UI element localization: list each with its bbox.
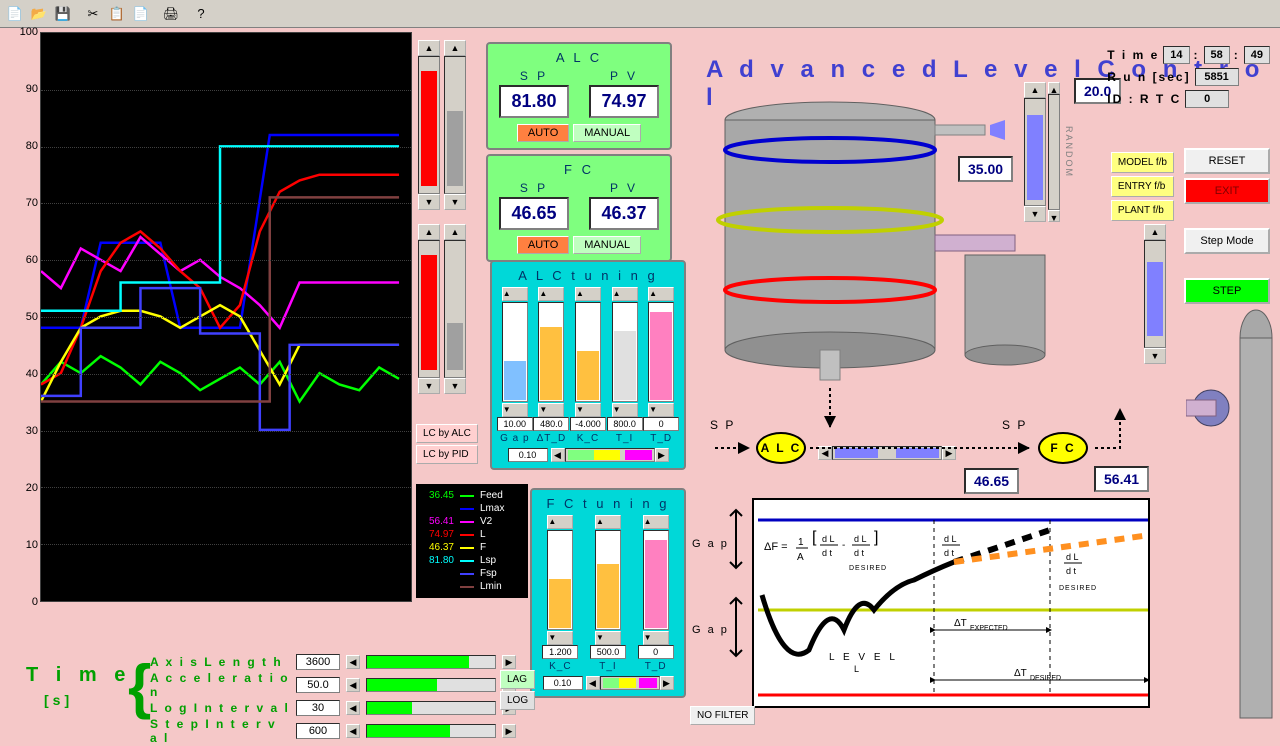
lc-by-alc-button[interactable]: LC by ALC — [416, 424, 478, 443]
svg-text:ΔT: ΔT — [954, 618, 967, 629]
svg-text:EXPECTED: EXPECTED — [970, 625, 1008, 632]
alc-pv-value: 74.97 — [589, 85, 659, 118]
paste-icon[interactable]: 📄 — [130, 3, 152, 25]
plant-fb-button[interactable]: PLANT f/b — [1111, 200, 1174, 221]
reset-button[interactable]: RESET — [1184, 148, 1270, 174]
tune-slider-ΔT_D[interactable]: ▲▼480.0ΔT_D — [536, 287, 566, 444]
vslider-2a[interactable]: ▲▼ — [418, 224, 440, 394]
alc-panel: A L C S P81.80 P V74.97 AUTO MANUAL — [486, 42, 672, 150]
fc-tuning-panel: F C t u n i n g ▲▼1.200K_C▲▼500.0T_I▲▼0T… — [530, 488, 686, 698]
run-seconds: 5851 — [1195, 68, 1239, 86]
time-hour: 14 — [1163, 46, 1189, 64]
print-icon[interactable]: 🖨 — [160, 3, 182, 25]
svg-text:ΔF =: ΔF = — [764, 541, 788, 553]
alc-manual-button[interactable]: MANUAL — [573, 124, 641, 142]
toolbar: 📄 📂 💾 ✂ 📋 📄 🖨 ? — [0, 0, 1280, 28]
step-button[interactable]: STEP — [1184, 278, 1270, 304]
fc-title: F C — [494, 162, 664, 177]
exit-button[interactable]: EXIT — [1184, 178, 1270, 204]
fc-pv-value: 46.37 — [589, 197, 659, 230]
v2-value: 56.41 — [1094, 466, 1149, 492]
tank-vslider-3[interactable]: ▲▼ — [1144, 224, 1166, 364]
fc-tune-hslider[interactable]: ◀▶ — [586, 676, 674, 690]
fc-sp-value: 46.65 — [499, 197, 569, 230]
cut-icon[interactable]: ✂ — [82, 3, 104, 25]
fc-node: F C — [1038, 432, 1088, 464]
lc-by-pid-button[interactable]: LC by PID — [416, 445, 478, 464]
step-mode-button[interactable]: Step Mode — [1184, 228, 1270, 254]
vslider-1b[interactable]: ▲▼ — [444, 40, 466, 210]
svg-text:ΔT: ΔT — [1014, 668, 1027, 679]
alc-sp-value: 81.80 — [499, 85, 569, 118]
node-hslider[interactable]: ◀▶ — [818, 446, 956, 460]
svg-text:DESIRED: DESIRED — [1030, 675, 1061, 682]
svg-text:d t: d t — [1066, 566, 1077, 576]
formula-graph: ΔF = 1 A [ d L d t - d L d t ] DESIRED d L d… — [752, 498, 1150, 708]
svg-text:d L: d L — [944, 534, 957, 544]
alc-tuning-panel: A L C t u n i n g ▲▼10.00G a p▲▼480.0ΔT_… — [490, 260, 686, 470]
tune-slider-G a p[interactable]: ▲▼10.00G a p — [500, 287, 530, 444]
svg-text:d L: d L — [1066, 552, 1079, 562]
svg-text:DESIRED: DESIRED — [849, 565, 887, 572]
alc-auto-button[interactable]: AUTO — [517, 124, 569, 142]
alc-title: A L C — [494, 50, 664, 65]
tune-slider-K_C[interactable]: ▲▼-4.000K_C — [573, 287, 603, 444]
tank-diagram — [700, 100, 1060, 390]
open-icon[interactable]: 📂 — [28, 3, 50, 25]
time-sec: 49 — [1244, 46, 1270, 64]
tank-vslider-2[interactable]: ▲▼ — [1048, 82, 1060, 222]
fc-auto-button[interactable]: AUTO — [517, 236, 569, 254]
log-button[interactable]: LOG — [500, 691, 535, 710]
help-icon[interactable]: ? — [190, 3, 212, 25]
alc-node: A L C — [756, 432, 806, 464]
tune-slider-T_D[interactable]: ▲▼0T_D — [646, 287, 676, 444]
svg-text:DESIRED: DESIRED — [1059, 585, 1097, 592]
tune-slider-T_I[interactable]: ▲▼800.0T_I — [610, 287, 640, 444]
svg-text:L E V E L: L E V E L — [829, 652, 898, 663]
svg-text:-: - — [842, 540, 845, 551]
tune-slider-K_C[interactable]: ▲▼1.200K_C — [545, 515, 575, 672]
svg-text:d L: d L — [854, 534, 867, 544]
status-area: T i m e 14: 58: 49 R u n [sec]5851 ID : … — [1107, 46, 1270, 112]
alc-output-value: 46.65 — [964, 468, 1019, 494]
svg-text:]: ] — [874, 529, 878, 546]
save-icon[interactable]: 💾 — [52, 3, 74, 25]
entry-fb-button[interactable]: ENTRY f/b — [1111, 176, 1174, 197]
fb-button-group: MODEL f/b ENTRY f/b PLANT f/b — [1111, 152, 1174, 221]
fc-panel: F C S P46.65 P V46.37 AUTO MANUAL — [486, 154, 672, 262]
tank-side-value: 35.00 — [958, 156, 1013, 182]
chart-legend: 36.45FeedLmax56.41V274.97L46.37F81.80Lsp… — [416, 484, 528, 598]
id-value: 0 — [1185, 90, 1229, 108]
trend-chart: 1009080706050403020100 — [4, 32, 412, 632]
svg-text:L: L — [854, 664, 859, 674]
svg-text:d t: d t — [822, 548, 833, 558]
svg-text:d t: d t — [944, 548, 955, 558]
tune-slider-T_I[interactable]: ▲▼500.0T_I — [593, 515, 623, 672]
tune-slider-T_D[interactable]: ▲▼0T_D — [641, 515, 671, 672]
random-label: RANDOM — [1064, 126, 1074, 178]
svg-text:1: 1 — [798, 537, 804, 548]
no-filter-button[interactable]: NO FILTER — [690, 706, 755, 725]
copy-icon[interactable]: 📋 — [106, 3, 128, 25]
lag-button[interactable]: LAG — [500, 670, 535, 689]
time-title: T i m e — [26, 664, 131, 687]
svg-text:[: [ — [812, 529, 817, 546]
svg-text:A: A — [797, 552, 804, 563]
svg-text:d L: d L — [822, 534, 835, 544]
fc-manual-button[interactable]: MANUAL — [573, 236, 641, 254]
right-button-group: RESET EXIT Step Mode STEP — [1184, 148, 1270, 304]
alc-tune-hslider[interactable]: ◀▶ — [551, 448, 669, 462]
vslider-1a[interactable]: ▲▼ — [418, 40, 440, 210]
new-icon[interactable]: 📄 — [4, 3, 26, 25]
vslider-2b[interactable]: ▲▼ — [444, 224, 466, 394]
time-min: 58 — [1204, 46, 1230, 64]
svg-text:d t: d t — [854, 548, 865, 558]
tank-vslider-1[interactable]: ▲▼ — [1024, 82, 1046, 222]
model-fb-button[interactable]: MODEL f/b — [1111, 152, 1174, 173]
